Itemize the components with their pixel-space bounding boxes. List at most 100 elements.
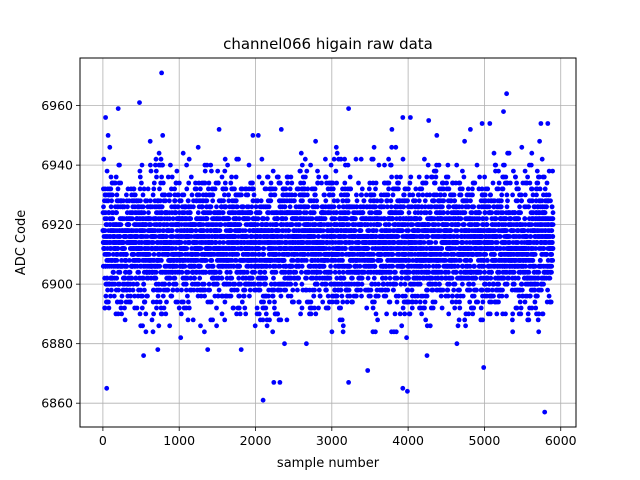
data-point	[388, 162, 394, 168]
data-point	[272, 299, 277, 305]
data-point	[107, 144, 113, 150]
data-point	[201, 228, 207, 234]
data-point	[417, 299, 423, 305]
data-point	[190, 317, 196, 323]
data-point	[315, 204, 320, 210]
data-point	[311, 234, 317, 239]
data-point	[208, 210, 213, 216]
data-point	[299, 263, 305, 269]
data-point	[470, 192, 475, 198]
data-point	[110, 216, 116, 222]
data-point	[267, 299, 272, 305]
data-point	[325, 305, 331, 311]
data-point	[178, 240, 184, 245]
data-point	[126, 258, 132, 263]
data-point	[246, 162, 252, 168]
data-point	[465, 186, 471, 192]
data-point	[305, 192, 310, 198]
data-point	[287, 204, 293, 210]
data-point	[188, 174, 194, 180]
data-point	[222, 192, 227, 198]
data-point	[334, 275, 340, 281]
data-point	[439, 246, 445, 251]
data-point	[305, 204, 311, 210]
data-point	[117, 234, 123, 239]
data-point	[393, 329, 399, 335]
data-point	[299, 281, 305, 287]
data-point	[172, 198, 178, 204]
data-point	[142, 299, 148, 305]
data-point	[440, 204, 445, 210]
data-point	[316, 287, 322, 293]
data-point	[160, 162, 165, 168]
data-point	[130, 216, 135, 222]
data-point	[137, 174, 143, 180]
data-point	[229, 174, 235, 180]
data-point	[320, 228, 326, 234]
data-point	[328, 269, 334, 275]
data-point	[417, 216, 423, 222]
data-point	[141, 281, 147, 287]
data-point	[101, 156, 107, 162]
data-point	[214, 305, 219, 311]
data-point	[383, 293, 389, 299]
data-point	[452, 281, 458, 287]
data-point	[215, 281, 220, 287]
data-point	[356, 240, 362, 245]
data-point	[274, 222, 280, 228]
data-point	[444, 180, 449, 186]
data-point	[313, 311, 319, 317]
data-point	[270, 168, 276, 174]
data-point	[455, 323, 461, 329]
data-point	[128, 293, 133, 299]
data-point	[114, 258, 120, 263]
data-point	[185, 198, 191, 204]
data-point	[226, 192, 232, 198]
data-point	[117, 281, 122, 287]
data-point	[441, 186, 446, 192]
data-point	[317, 269, 323, 275]
data-point	[129, 275, 135, 281]
data-point	[200, 222, 206, 228]
data-point	[344, 216, 350, 222]
data-point	[111, 269, 116, 275]
data-point	[131, 281, 136, 287]
data-point	[476, 216, 482, 222]
data-point	[237, 293, 242, 299]
data-point	[432, 299, 438, 305]
data-point	[198, 246, 204, 251]
data-point	[304, 258, 309, 263]
data-point	[104, 275, 110, 281]
data-point	[184, 275, 190, 281]
data-point	[319, 180, 324, 186]
data-point	[141, 275, 146, 281]
data-point	[255, 198, 261, 204]
data-point	[148, 162, 153, 168]
data-point	[122, 317, 128, 323]
data-point	[147, 138, 153, 144]
data-point	[228, 293, 234, 299]
data-point	[373, 311, 379, 317]
data-point	[258, 198, 264, 204]
data-point	[343, 246, 348, 251]
data-point	[187, 240, 193, 245]
data-point	[399, 275, 404, 281]
data-point	[256, 311, 262, 317]
data-point	[263, 305, 269, 311]
data-point	[460, 240, 466, 245]
data-point	[386, 180, 392, 186]
data-point	[138, 287, 144, 293]
data-point	[160, 180, 166, 186]
data-point	[323, 174, 329, 180]
data-point	[407, 311, 413, 317]
data-point	[394, 275, 400, 281]
data-point	[258, 269, 264, 275]
data-point	[270, 329, 276, 335]
data-point	[249, 275, 255, 281]
data-point	[439, 305, 445, 311]
data-point	[383, 275, 389, 281]
data-point	[160, 133, 166, 138]
data-point	[219, 174, 225, 180]
data-point	[474, 287, 479, 293]
data-point	[154, 299, 160, 305]
